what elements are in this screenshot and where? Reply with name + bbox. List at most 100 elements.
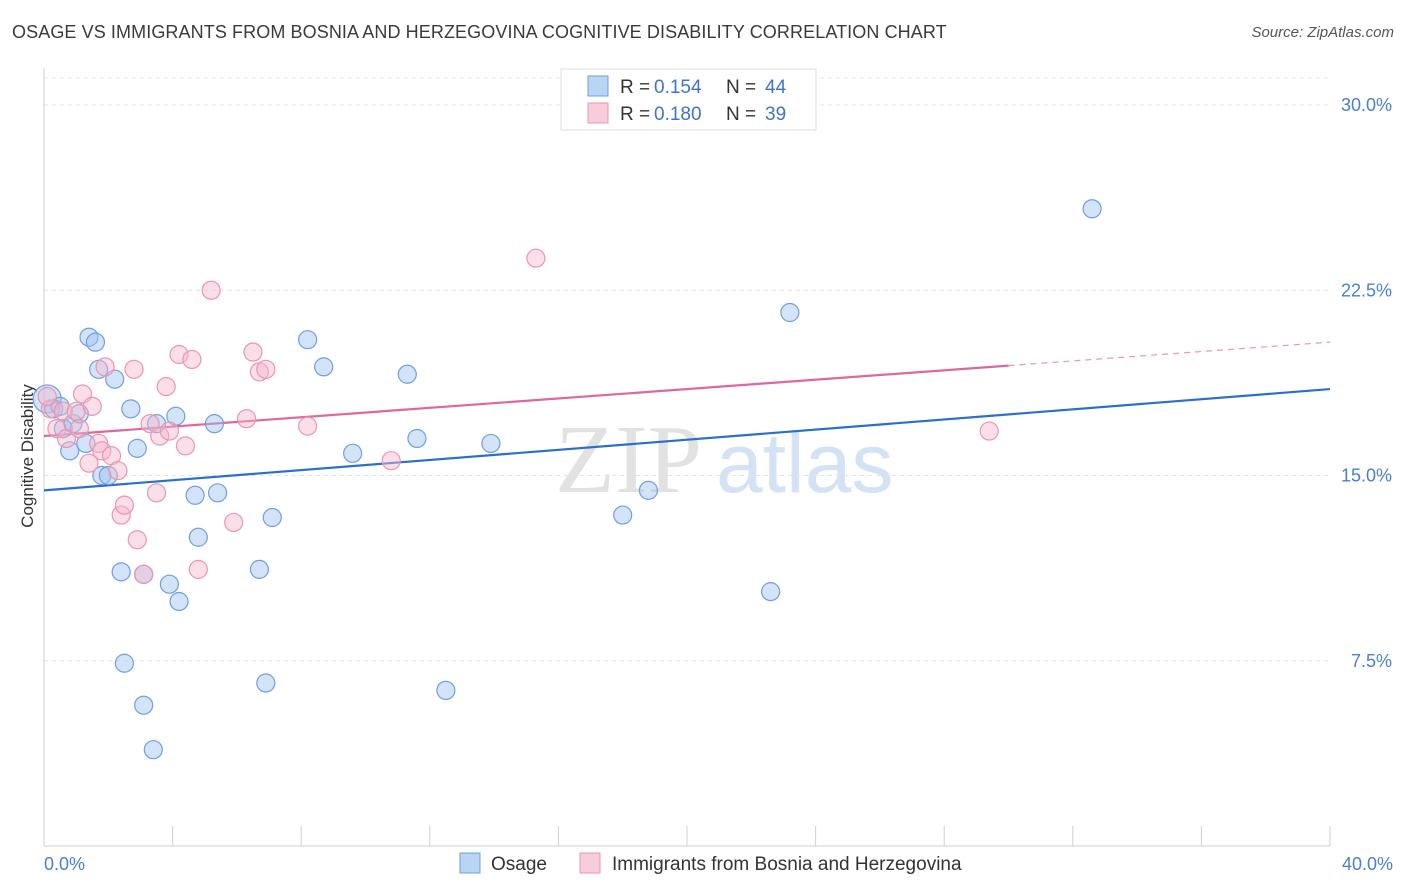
y-tick-labels: 7.5% 15.0% 22.5% 30.0%	[1341, 95, 1392, 671]
points-layer	[32, 199, 1102, 760]
y-tick-label: 7.5%	[1351, 651, 1392, 671]
legend-swatch-bosnia	[587, 102, 609, 124]
bosnia-point	[156, 377, 176, 397]
y-tick-label: 22.5%	[1341, 280, 1392, 300]
legend-n-value-osage: 44	[765, 77, 787, 98]
osage-point	[188, 527, 208, 547]
gridlines	[44, 77, 1330, 662]
osage-point	[111, 562, 131, 582]
osage-point	[397, 364, 417, 384]
bosnia-point	[175, 436, 196, 456]
osage-point	[760, 582, 781, 602]
osage-point	[159, 574, 179, 594]
osage-point	[121, 399, 141, 419]
osage-point	[79, 327, 99, 347]
bosnia-point	[188, 559, 208, 579]
bosnia-trend-line-extension	[1008, 341, 1331, 367]
legend-top: R = 0.154 N = 44 R = 0.180 N = 39	[560, 68, 817, 131]
osage-point	[143, 740, 163, 760]
bosnia-point	[92, 441, 112, 461]
bosnia-point	[236, 409, 257, 429]
y-axis-title: Cognitive Disability	[18, 384, 37, 528]
bosnia-point	[381, 451, 401, 471]
bosnia-point	[82, 396, 102, 416]
osage-point	[204, 414, 224, 434]
bosnia-point	[256, 359, 276, 379]
osage-trend-line	[43, 387, 1331, 492]
osage-point	[638, 480, 659, 500]
bosnia-point	[47, 418, 67, 439]
chart-source: Source: ZipAtlas.com	[1251, 24, 1394, 41]
legend-r-label-bosnia: R =	[620, 104, 650, 125]
watermark: ZIP atlas	[555, 406, 893, 514]
x-tick-label: 40.0%	[1342, 854, 1393, 874]
osage-point	[208, 483, 228, 503]
osage-point	[32, 384, 62, 414]
bosnia-trend-line	[43, 364, 1009, 438]
x-tick-label: 0.0%	[44, 854, 85, 874]
osage-point	[85, 332, 106, 352]
bosnia-point	[66, 401, 86, 421]
bottom-legend-label-bosnia: Immigrants from Bosnia and Herzegovina	[612, 854, 962, 875]
x-ticks	[43, 826, 1331, 846]
bosnia-point	[182, 349, 202, 370]
osage-point	[127, 438, 147, 458]
osage-point	[98, 465, 118, 486]
osage-point	[60, 441, 80, 461]
legend-bottom: Osage Immigrants from Bosnia and Herzego…	[459, 852, 962, 875]
bosnia-point	[243, 342, 263, 362]
osage-point	[134, 695, 154, 715]
bosnia-point	[124, 359, 144, 379]
osage-point	[407, 428, 427, 449]
watermark-zip: ZIP	[555, 406, 702, 514]
watermark-atlas: atlas	[716, 416, 893, 510]
bosnia-point	[526, 248, 546, 268]
bosnia-point	[69, 418, 89, 439]
legend-r-label-osage: R =	[620, 77, 650, 98]
bosnia-point	[159, 421, 179, 441]
y-tick-label: 30.0%	[1341, 95, 1392, 115]
bosnia-point	[95, 357, 115, 377]
osage-point	[256, 673, 276, 693]
osage-point	[169, 591, 189, 612]
legend-r-value-osage: 0.154	[654, 77, 702, 98]
legend-n-label-bosnia: N =	[726, 104, 756, 125]
bottom-legend-label-osage: Osage	[491, 854, 547, 875]
osage-point	[780, 302, 800, 323]
chart-title: OSAGE VS IMMIGRANTS FROM BOSNIA AND HERZ…	[12, 22, 947, 42]
bosnia-point	[56, 428, 77, 449]
osage-point	[436, 680, 456, 701]
bosnia-point	[201, 280, 221, 300]
bosnia-point	[146, 483, 167, 503]
bosnia-point	[150, 426, 170, 446]
osage-point	[343, 443, 363, 463]
bosnia-point	[108, 460, 128, 481]
trend-lines	[43, 341, 1331, 492]
osage-point	[185, 485, 205, 505]
osage-point	[481, 433, 501, 454]
osage-point	[314, 357, 334, 377]
bosnia-point	[169, 344, 189, 365]
osage-point	[249, 559, 270, 579]
x-tick-labels: 0.0% 40.0%	[44, 854, 1393, 874]
legend-r-value-bosnia: 0.180	[654, 104, 702, 125]
legend-n-label-osage: N =	[726, 77, 756, 98]
bottom-legend-swatch-osage	[459, 852, 481, 874]
osage-point	[1082, 199, 1102, 219]
osage-point	[114, 653, 134, 673]
osage-point	[298, 330, 318, 350]
bottom-legend-swatch-bosnia	[579, 852, 601, 874]
legend-swatch-osage	[587, 75, 609, 97]
bosnia-point	[134, 564, 154, 584]
y-tick-label: 15.0%	[1341, 466, 1392, 486]
bosnia-point	[79, 453, 99, 473]
osage-point	[262, 507, 282, 528]
bosnia-point	[224, 512, 244, 533]
bosnia-point	[37, 386, 57, 407]
bosnia-point	[298, 416, 318, 436]
legend-n-value-bosnia: 39	[765, 104, 786, 125]
osage-point	[613, 505, 633, 525]
bosnia-point	[127, 530, 147, 550]
bosnia-point	[979, 421, 999, 441]
